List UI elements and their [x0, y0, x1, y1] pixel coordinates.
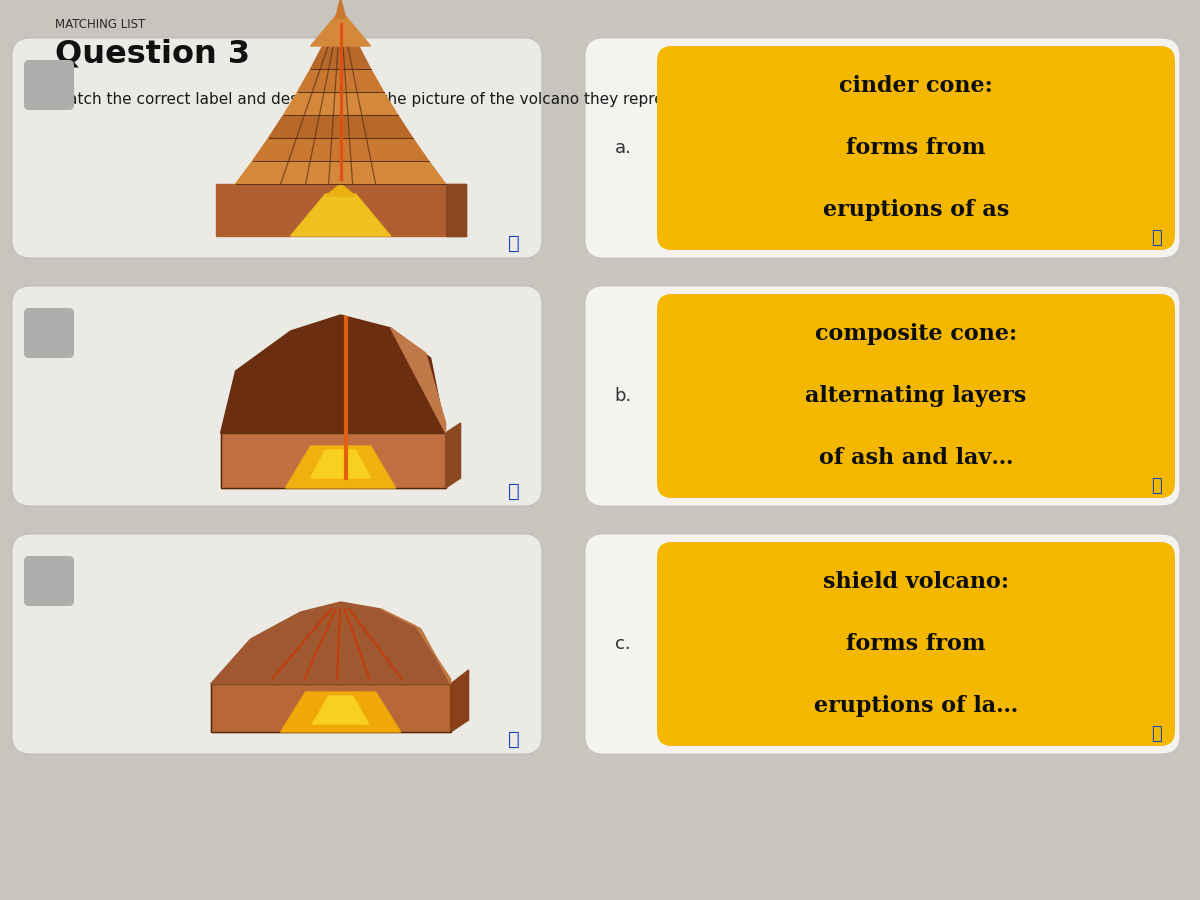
Polygon shape — [235, 161, 445, 184]
Polygon shape — [281, 692, 401, 732]
Text: ⤢: ⤢ — [508, 730, 520, 749]
Polygon shape — [312, 696, 368, 724]
FancyBboxPatch shape — [658, 46, 1175, 250]
Text: forms from: forms from — [846, 633, 985, 655]
Text: eruptions of la…: eruptions of la… — [814, 695, 1018, 716]
Text: ⤢: ⤢ — [1152, 725, 1163, 743]
Polygon shape — [253, 138, 428, 161]
FancyBboxPatch shape — [12, 534, 542, 754]
Polygon shape — [311, 16, 371, 46]
Polygon shape — [286, 446, 396, 488]
Polygon shape — [269, 115, 413, 138]
Text: Question 3: Question 3 — [55, 38, 250, 69]
Polygon shape — [311, 46, 371, 69]
FancyBboxPatch shape — [24, 556, 74, 606]
Polygon shape — [336, 0, 346, 18]
Polygon shape — [216, 184, 466, 236]
Polygon shape — [445, 184, 466, 236]
Text: b.: b. — [614, 387, 631, 405]
Text: ⤢: ⤢ — [508, 482, 520, 500]
FancyBboxPatch shape — [12, 286, 542, 506]
Text: cinder cone:: cinder cone: — [839, 76, 992, 97]
FancyBboxPatch shape — [24, 308, 74, 358]
Text: ⤢: ⤢ — [1152, 477, 1163, 495]
Text: alternating layers: alternating layers — [805, 385, 1027, 407]
Polygon shape — [211, 684, 451, 732]
Text: ⤢: ⤢ — [508, 233, 520, 253]
Polygon shape — [391, 328, 445, 433]
FancyBboxPatch shape — [658, 294, 1175, 498]
Text: Match the correct label and description to the picture of the volcano they repre: Match the correct label and description … — [55, 92, 702, 107]
FancyBboxPatch shape — [586, 534, 1180, 754]
Polygon shape — [221, 433, 445, 488]
Polygon shape — [290, 194, 391, 236]
Polygon shape — [380, 609, 451, 684]
Text: c.: c. — [616, 635, 631, 653]
Polygon shape — [298, 69, 384, 92]
Polygon shape — [211, 602, 451, 684]
Text: ⤢: ⤢ — [1152, 229, 1163, 247]
Polygon shape — [221, 315, 445, 433]
Text: MATCHING LIST: MATCHING LIST — [55, 18, 145, 31]
Polygon shape — [311, 450, 371, 478]
Text: composite cone:: composite cone: — [815, 323, 1018, 346]
Text: of ash and lav…: of ash and lav… — [818, 446, 1013, 469]
Polygon shape — [325, 184, 355, 196]
FancyBboxPatch shape — [12, 38, 542, 258]
FancyBboxPatch shape — [658, 542, 1175, 746]
FancyBboxPatch shape — [24, 60, 74, 110]
Polygon shape — [445, 423, 461, 488]
Text: a.: a. — [614, 139, 631, 157]
Text: shield volcano:: shield volcano: — [823, 572, 1009, 593]
Text: eruptions of as: eruptions of as — [823, 199, 1009, 220]
FancyBboxPatch shape — [586, 38, 1180, 258]
Polygon shape — [283, 92, 397, 115]
Text: forms from: forms from — [846, 137, 985, 159]
Polygon shape — [451, 670, 469, 732]
FancyBboxPatch shape — [586, 286, 1180, 506]
